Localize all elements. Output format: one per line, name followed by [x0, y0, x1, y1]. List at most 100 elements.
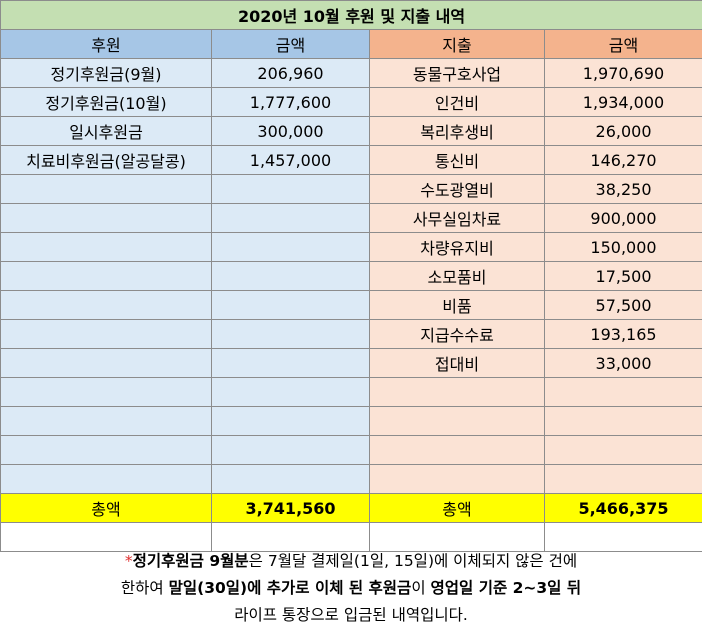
header-donation-amount[interactable]: 금액 [211, 29, 370, 59]
header-expense[interactable]: 지출 [369, 29, 545, 59]
donation-amount-cell[interactable] [211, 406, 370, 436]
donation-amount-cell[interactable]: 1,777,600 [211, 87, 370, 117]
blank-row [0, 522, 702, 552]
expense-amount-cell[interactable] [543, 377, 702, 407]
donation-amount-cell[interactable] [211, 319, 370, 349]
expense-amount-cell[interactable] [543, 435, 702, 465]
expense-amount-cell[interactable] [543, 464, 702, 494]
footnote-line-3: 라이프 통장으로 입금된 내역입니다. [234, 606, 468, 624]
table-row: 비품 57,500 [0, 290, 702, 320]
expense-amount-cell[interactable] [543, 406, 702, 436]
expense-label-cell[interactable] [369, 464, 545, 494]
donation-label-cell[interactable]: 일시후원금 [0, 116, 212, 146]
blank-cell[interactable] [369, 522, 545, 552]
donation-amount-cell[interactable]: 1,457,000 [211, 145, 370, 175]
donation-label-cell[interactable] [0, 174, 212, 204]
expense-amount-cell[interactable]: 146,270 [543, 145, 702, 175]
donation-amount-cell[interactable]: 300,000 [211, 116, 370, 146]
donation-label-cell[interactable]: 정기후원금(10월) [0, 87, 212, 117]
expense-total-value[interactable]: 5,466,375 [543, 493, 702, 523]
donation-amount-cell[interactable] [211, 464, 370, 494]
donation-total-value[interactable]: 3,741,560 [211, 493, 370, 523]
donation-label-cell[interactable] [0, 377, 212, 407]
donation-amount-cell[interactable] [211, 435, 370, 465]
donation-amount-cell[interactable] [211, 377, 370, 407]
table-row: 소모품비 17,500 [0, 261, 702, 291]
expense-label-cell[interactable]: 인건비 [369, 87, 545, 117]
title-row: 2020년 10월 후원 및 지출 내역 [0, 0, 702, 30]
sheet-title: 2020년 10월 후원 및 지출 내역 [0, 0, 702, 30]
donation-label-cell[interactable] [0, 290, 212, 320]
donation-label-cell[interactable] [0, 348, 212, 378]
expense-amount-cell[interactable]: 33,000 [543, 348, 702, 378]
donation-label-cell[interactable] [0, 319, 212, 349]
table-row: 차량유지비 150,000 [0, 232, 702, 262]
expense-amount-cell[interactable]: 193,165 [543, 319, 702, 349]
donation-label-cell[interactable] [0, 406, 212, 436]
donation-label-cell[interactable] [0, 464, 212, 494]
footnote-text: 은 7월달 결제일(1일, 15일)에 이체되지 않은 건에 [248, 552, 578, 570]
table-row [0, 377, 702, 407]
donation-amount-cell[interactable] [211, 232, 370, 262]
expense-amount-cell[interactable]: 17,500 [543, 261, 702, 291]
expense-label-cell[interactable]: 차량유지비 [369, 232, 545, 262]
blank-cell[interactable] [0, 522, 212, 552]
donation-amount-cell[interactable] [211, 174, 370, 204]
expense-label-cell[interactable]: 지급수수료 [369, 319, 545, 349]
donation-label-cell[interactable] [0, 203, 212, 233]
expense-amount-cell[interactable]: 26,000 [543, 116, 702, 146]
table-row [0, 464, 702, 494]
donation-label-cell[interactable]: 정기후원금(9월) [0, 58, 212, 88]
expense-amount-cell[interactable]: 150,000 [543, 232, 702, 262]
table-row: 정기후원금(9월) 206,960 동물구호사업 1,970,690 [0, 58, 702, 88]
table-row [0, 435, 702, 465]
expense-label-cell[interactable]: 접대비 [369, 348, 545, 378]
table-row: 접대비 33,000 [0, 348, 702, 378]
footnote-bold: 말일(30일)에 추가로 이체 된 후원금 [168, 579, 412, 597]
blank-cell[interactable] [211, 522, 370, 552]
footnote-line-2: 한하여 말일(30일)에 추가로 이체 된 후원금이 영업일 기준 2~3일 뒤 [0, 575, 702, 602]
expense-amount-cell[interactable]: 38,250 [543, 174, 702, 204]
footnote-bold: 정기후원금 9월분 [132, 552, 249, 570]
expense-label-cell[interactable]: 수도광열비 [369, 174, 545, 204]
asterisk-mark: * [124, 552, 133, 570]
footnote-line-1: *정기후원금 9월분은 7월달 결제일(1일, 15일)에 이체되지 않은 건에 [0, 548, 702, 575]
donation-label-cell[interactable] [0, 232, 212, 262]
expense-amount-cell[interactable]: 57,500 [543, 290, 702, 320]
donation-amount-cell[interactable] [211, 203, 370, 233]
footnote-text: 한하여 [120, 579, 169, 597]
header-donation[interactable]: 후원 [0, 29, 212, 59]
expense-label-cell[interactable]: 사무실임차료 [369, 203, 545, 233]
expense-label-cell[interactable]: 소모품비 [369, 261, 545, 291]
table-row [0, 406, 702, 436]
expense-label-cell[interactable] [369, 377, 545, 407]
footnote: *정기후원금 9월분은 7월달 결제일(1일, 15일)에 이체되지 않은 건에… [0, 548, 702, 629]
table-row: 수도광열비 38,250 [0, 174, 702, 204]
expense-amount-cell[interactable]: 1,934,000 [543, 87, 702, 117]
donation-total-label[interactable]: 총액 [0, 493, 212, 523]
expense-amount-cell[interactable]: 1,970,690 [543, 58, 702, 88]
expense-label-cell[interactable] [369, 435, 545, 465]
donation-label-cell[interactable] [0, 435, 212, 465]
donation-label-cell[interactable] [0, 261, 212, 291]
footnote-text: 이 [411, 579, 431, 597]
expense-label-cell[interactable]: 비품 [369, 290, 545, 320]
expense-label-cell[interactable]: 통신비 [369, 145, 545, 175]
blank-cell[interactable] [543, 522, 702, 552]
expense-total-label[interactable]: 총액 [369, 493, 545, 523]
table-row: 정기후원금(10월) 1,777,600 인건비 1,934,000 [0, 87, 702, 117]
totals-row: 총액 3,741,560 총액 5,466,375 [0, 493, 702, 523]
donation-amount-cell[interactable] [211, 290, 370, 320]
expense-amount-cell[interactable]: 900,000 [543, 203, 702, 233]
donation-amount-cell[interactable]: 206,960 [211, 58, 370, 88]
expense-label-cell[interactable]: 복리후생비 [369, 116, 545, 146]
donation-amount-cell[interactable] [211, 348, 370, 378]
expense-label-cell[interactable] [369, 406, 545, 436]
header-expense-amount[interactable]: 금액 [543, 29, 702, 59]
donation-label-cell[interactable]: 치료비후원금(알공달콩) [0, 145, 212, 175]
header-row: 후원 금액 지출 금액 [0, 29, 702, 59]
expense-label-cell[interactable]: 동물구호사업 [369, 58, 545, 88]
donation-amount-cell[interactable] [211, 261, 370, 291]
table-row: 지급수수료 193,165 [0, 319, 702, 349]
